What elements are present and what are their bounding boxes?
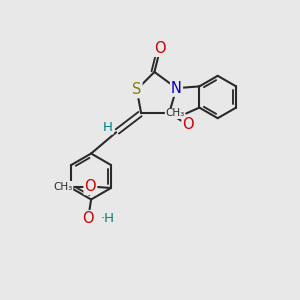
- Text: S: S: [132, 82, 141, 97]
- Text: O: O: [154, 41, 166, 56]
- Text: O: O: [82, 211, 94, 226]
- Text: N: N: [171, 81, 182, 96]
- Text: O: O: [85, 179, 96, 194]
- Text: H: H: [103, 121, 113, 134]
- Text: CH₃: CH₃: [165, 109, 184, 118]
- Text: CH₃: CH₃: [53, 182, 73, 191]
- Text: ·H: ·H: [100, 212, 115, 225]
- Text: O: O: [182, 118, 194, 133]
